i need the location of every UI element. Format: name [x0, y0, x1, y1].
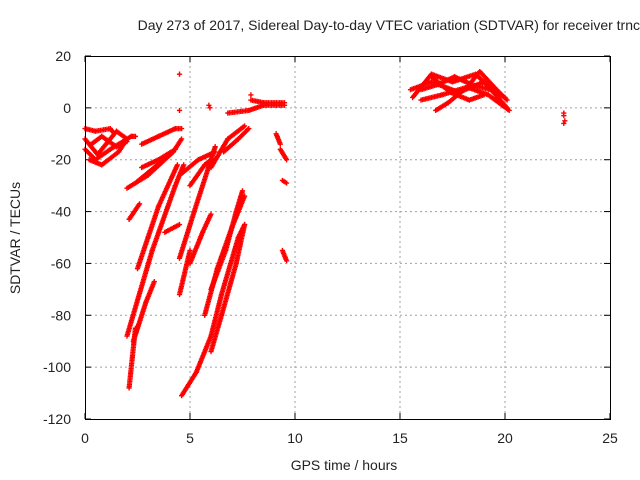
- data-point-marker: [181, 162, 187, 168]
- data-point-marker: [208, 157, 214, 163]
- y-tick-label: -120: [43, 411, 71, 427]
- series-arc-ac: [273, 131, 283, 147]
- data-point-marker: [176, 107, 183, 114]
- series-arc-ab: [248, 97, 288, 106]
- data-point-marker: [212, 149, 218, 155]
- series-arc-r: [187, 157, 214, 189]
- data-point-marker: [281, 100, 288, 106]
- data-point-marker: [176, 221, 183, 228]
- y-tick-labels: 20 0 -20 -40 -60 -80 -100 -120: [43, 48, 71, 427]
- y-axis-label: SDTVAR / TECUs: [7, 182, 23, 294]
- x-tick-labels: 0 5 10 15 20 25: [81, 430, 618, 446]
- series-arc-i: [132, 159, 164, 186]
- data-point-marker: [242, 221, 248, 228]
- data-point-marker: [158, 159, 164, 165]
- data-point-marker: [179, 136, 185, 142]
- data-point-marker: [242, 193, 248, 199]
- data-point-marker: [504, 97, 510, 103]
- data-point-marker: [246, 126, 252, 132]
- series-arc-ak: [433, 68, 510, 114]
- series-arc-l: [124, 162, 187, 339]
- data-point-marker: [172, 146, 178, 152]
- x-tick-label: 20: [497, 430, 513, 446]
- data-point-marker: [242, 123, 248, 129]
- data-point-marker: [561, 113, 567, 119]
- data-point-marker: [562, 118, 568, 124]
- y-tick-label: -100: [43, 359, 71, 375]
- series-arc-j: [126, 201, 143, 222]
- data-point-marker: [277, 141, 283, 147]
- series-arc-n: [130, 278, 157, 344]
- data-point-marker: [208, 211, 214, 217]
- chart-title: Day 273 of 2017, Sidereal Day-to-day VTE…: [138, 17, 640, 33]
- data-point-marker: [481, 92, 487, 98]
- data-point-marker: [239, 188, 246, 194]
- data-point-marker: [487, 87, 493, 93]
- series-arc-k: [134, 162, 180, 272]
- y-tick-label: -60: [51, 255, 71, 271]
- series-arc-q: [176, 247, 193, 298]
- series-arc-y: [208, 123, 248, 171]
- series-arc-o: [162, 221, 183, 235]
- series-arc-h: [139, 146, 178, 171]
- y-tick-label: -20: [51, 152, 71, 168]
- data-point-marker: [212, 144, 218, 150]
- series-arc-w: [208, 221, 248, 355]
- series-arc-z: [221, 126, 252, 155]
- data-point-marker: [187, 247, 193, 254]
- data-point-marker: [284, 258, 290, 264]
- y-tick-label: 20: [55, 48, 71, 64]
- series-arc-ae: [279, 177, 290, 186]
- y-tick-label: -80: [51, 307, 71, 323]
- data-point-marker: [179, 126, 185, 132]
- x-tick-label: 10: [287, 430, 303, 446]
- series-arc-af: [279, 247, 290, 264]
- plot-frame: [85, 56, 611, 420]
- x-axis-label: GPS time / hours: [291, 457, 398, 473]
- data-point-marker: [137, 201, 143, 207]
- data-point-marker: [174, 162, 180, 168]
- series-arc-s: [176, 149, 218, 178]
- data-point-marker: [151, 278, 157, 285]
- data-markers: [82, 68, 568, 399]
- series-arc-x: [208, 188, 246, 292]
- data-point-marker: [284, 157, 290, 163]
- data-point-marker: [506, 107, 512, 114]
- data-point-marker: [124, 138, 130, 145]
- x-tick-label: 25: [602, 430, 618, 446]
- series-arc-ad: [277, 146, 290, 163]
- data-point-marker: [248, 92, 254, 98]
- y-tick-label: 0: [63, 100, 71, 116]
- series-arc-u: [187, 211, 214, 267]
- series-arc-al: [418, 74, 493, 93]
- series-arc-e: [88, 133, 130, 150]
- data-point-marker: [176, 71, 183, 77]
- x-tick-label: 5: [186, 430, 194, 446]
- series-arc-ai: [418, 84, 512, 114]
- series-arc-b: [82, 128, 130, 158]
- data-point-marker: [132, 133, 138, 139]
- data-point-marker: [284, 180, 290, 186]
- y-tick-label: -40: [51, 204, 71, 220]
- x-tick-label: 15: [392, 430, 408, 446]
- series-arc-g: [139, 126, 185, 147]
- data-point-marker: [207, 105, 213, 111]
- series-isolated-points: [176, 71, 568, 127]
- x-tick-label: 0: [81, 430, 89, 446]
